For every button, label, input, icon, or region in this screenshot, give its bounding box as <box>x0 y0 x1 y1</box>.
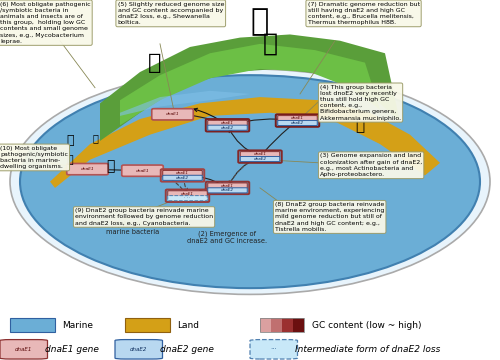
Text: (4) This group bacteria
lost dnoE2 very recently
thus still hold high GC
content: (4) This group bacteria lost dnoE2 very … <box>320 85 401 121</box>
Text: dnaE1: dnaE1 <box>221 184 234 188</box>
FancyBboxPatch shape <box>0 339 48 359</box>
Text: 🌿: 🌿 <box>66 134 74 148</box>
FancyBboxPatch shape <box>122 165 163 176</box>
Text: (3) Genome expansion and land
colonization after gain of dnaE2,
e.g., most Actin: (3) Genome expansion and land colonizati… <box>320 153 422 177</box>
Text: dnaE2: dnaE2 <box>221 126 234 130</box>
Text: (1) Ancestral
marine bacteria: (1) Ancestral marine bacteria <box>106 221 159 235</box>
Text: 🐟: 🐟 <box>106 159 114 173</box>
Bar <box>125 318 170 332</box>
FancyBboxPatch shape <box>163 170 202 176</box>
Text: dnaE1 gene: dnaE1 gene <box>45 345 99 354</box>
Text: (10) Most obligate
pathogenic/symbiotic
bacteria in marine-
dwelling organisms.: (10) Most obligate pathogenic/symbiotic … <box>0 146 68 169</box>
FancyBboxPatch shape <box>208 125 248 130</box>
FancyBboxPatch shape <box>115 339 162 359</box>
Bar <box>282 318 293 332</box>
Text: dnaE1: dnaE1 <box>291 116 304 120</box>
Polygon shape <box>120 44 380 125</box>
FancyBboxPatch shape <box>208 183 248 188</box>
Text: ···: ··· <box>270 346 277 352</box>
Text: dnaE1: dnaE1 <box>80 167 94 171</box>
Text: dnaE1: dnaE1 <box>221 121 234 125</box>
FancyBboxPatch shape <box>278 116 318 121</box>
Text: dnaE2: dnaE2 <box>291 121 304 125</box>
Bar <box>271 318 282 332</box>
Text: dnaE1: dnaE1 <box>136 169 149 173</box>
Text: 🌟: 🌟 <box>66 155 73 165</box>
Polygon shape <box>50 97 440 188</box>
Text: dnaE2: dnaE2 <box>130 347 148 352</box>
Bar <box>293 318 304 332</box>
Polygon shape <box>100 35 400 141</box>
Text: (2) Emergence of
dnaE2 and GC increase.: (2) Emergence of dnaE2 and GC increase. <box>188 230 268 244</box>
Text: (5) Slightly reduced genome size
and GC content accompanied by
dnaE2 loss, e.g.,: (5) Slightly reduced genome size and GC … <box>118 1 224 25</box>
FancyBboxPatch shape <box>208 120 248 126</box>
FancyBboxPatch shape <box>66 163 108 175</box>
Text: 🌲: 🌲 <box>262 32 278 56</box>
Text: (9) DnaE2 group bacteria reinvade marine
environment followed by genome reductio: (9) DnaE2 group bacteria reinvade marine… <box>75 208 213 226</box>
Text: · · ·: · · · <box>184 196 190 200</box>
Text: 🐓: 🐓 <box>356 118 364 133</box>
Text: dnaE1: dnaE1 <box>176 171 189 175</box>
Text: dnaE2: dnaE2 <box>254 157 266 161</box>
Text: 🌲: 🌲 <box>251 8 269 36</box>
FancyBboxPatch shape <box>163 175 202 180</box>
Text: 🦀: 🦀 <box>92 133 98 143</box>
Polygon shape <box>120 91 250 116</box>
Ellipse shape <box>20 75 480 288</box>
Text: Intermediate form of dnaE2 loss: Intermediate form of dnaE2 loss <box>295 345 440 354</box>
Text: Land: Land <box>178 320 200 329</box>
FancyBboxPatch shape <box>208 188 248 193</box>
FancyBboxPatch shape <box>168 191 207 196</box>
Text: (8) DnaE2 group bacteria reinvade
marine environment, experiencing
mild genome r: (8) DnaE2 group bacteria reinvade marine… <box>275 202 384 232</box>
FancyBboxPatch shape <box>250 339 298 359</box>
FancyBboxPatch shape <box>152 109 193 120</box>
Text: 🐄: 🐄 <box>148 53 162 73</box>
Text: dnaE2: dnaE2 <box>176 176 189 180</box>
Text: dnaE2: dnaE2 <box>221 188 234 192</box>
Bar <box>10 318 55 332</box>
Text: dnaE1: dnaE1 <box>15 347 32 352</box>
FancyBboxPatch shape <box>240 152 280 157</box>
FancyBboxPatch shape <box>278 121 318 126</box>
Text: GC content (low ~ high): GC content (low ~ high) <box>312 320 421 329</box>
FancyBboxPatch shape <box>168 195 207 201</box>
Text: Marine: Marine <box>62 320 94 329</box>
FancyBboxPatch shape <box>240 157 280 162</box>
Text: dnaE2 gene: dnaE2 gene <box>160 345 214 354</box>
Text: dnaE1: dnaE1 <box>166 112 179 116</box>
Bar <box>260 318 271 332</box>
Text: (7) Dramatic genome reduction but
still having dnaE2 and high GC
content, e.g., : (7) Dramatic genome reduction but still … <box>308 1 420 25</box>
Text: dnaE1: dnaE1 <box>254 152 266 156</box>
Text: dnaE1: dnaE1 <box>181 192 194 195</box>
Text: (6) Most obligate pathogenic
/symbiotic bacteria in
animals and insects are of
t: (6) Most obligate pathogenic /symbiotic … <box>0 1 90 44</box>
Bar <box>260 318 304 332</box>
Ellipse shape <box>10 69 490 294</box>
